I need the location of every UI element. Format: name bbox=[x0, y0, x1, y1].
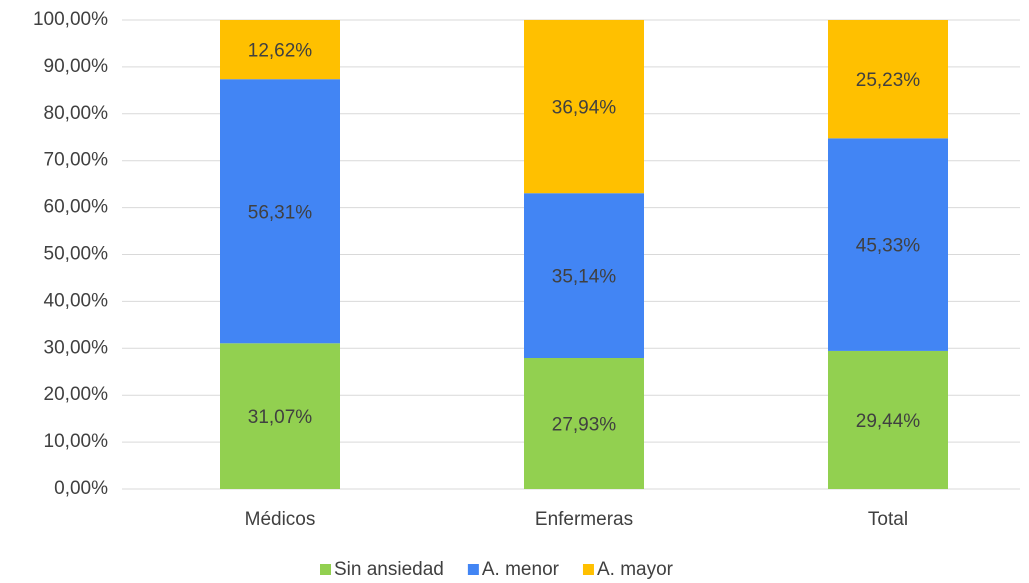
data-label: 36,94% bbox=[552, 98, 617, 119]
legend-swatch bbox=[320, 564, 331, 575]
bar-segment bbox=[220, 79, 340, 344]
data-label: 27,93% bbox=[552, 415, 617, 436]
data-label: 35,14% bbox=[552, 267, 617, 288]
y-tick-label: 100,00% bbox=[33, 9, 108, 30]
y-tick-label: 60,00% bbox=[44, 197, 109, 218]
y-tick-label: 40,00% bbox=[44, 290, 109, 311]
y-tick-label: 50,00% bbox=[44, 244, 109, 265]
y-tick-label: 10,00% bbox=[44, 431, 109, 452]
x-tick-label: Enfermeras bbox=[535, 509, 633, 530]
legend-label: Sin ansiedad bbox=[334, 559, 444, 580]
y-tick-label: 0,00% bbox=[54, 478, 108, 499]
legend-swatch bbox=[467, 564, 479, 575]
x-tick-label: Médicos bbox=[245, 509, 316, 530]
data-label: 56,31% bbox=[248, 202, 313, 223]
data-label: 25,23% bbox=[856, 70, 921, 91]
legend-label: A. menor bbox=[482, 559, 560, 580]
bar-segment bbox=[220, 20, 340, 80]
bar-segment bbox=[524, 19, 644, 194]
y-tick-label: 70,00% bbox=[44, 150, 109, 171]
data-label: 31,07% bbox=[248, 407, 313, 428]
bar-segment bbox=[524, 358, 644, 489]
x-tick-label: Total bbox=[868, 509, 908, 530]
data-label: 45,33% bbox=[856, 236, 921, 257]
y-tick-label: 20,00% bbox=[44, 384, 109, 405]
y-tick-label: 30,00% bbox=[44, 337, 109, 358]
data-label: 12,62% bbox=[248, 41, 313, 62]
bar-segment bbox=[828, 350, 948, 489]
y-tick-label: 90,00% bbox=[44, 56, 109, 77]
legend-swatch bbox=[582, 564, 594, 575]
bar-segment bbox=[828, 138, 948, 351]
y-tick-label: 80,00% bbox=[44, 103, 109, 124]
bar-segment bbox=[220, 343, 340, 489]
data-label: 29,44% bbox=[856, 411, 921, 432]
legend-label: A. mayor bbox=[597, 559, 674, 580]
bar-segment bbox=[828, 20, 948, 139]
bar-segment bbox=[524, 193, 644, 359]
